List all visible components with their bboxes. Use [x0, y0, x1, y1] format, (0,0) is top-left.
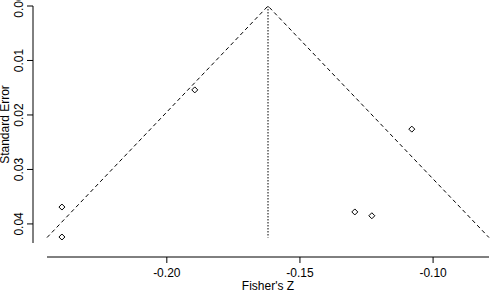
point — [409, 126, 415, 132]
x-tick-label: -0.10 — [419, 266, 447, 280]
x-tick — [433, 257, 434, 263]
y-tick-label: 0.00 — [12, 0, 26, 18]
point — [59, 234, 65, 240]
x-tick-label: -0.20 — [153, 266, 181, 280]
y-tick-label: 0.02 — [12, 103, 26, 127]
point — [192, 87, 198, 93]
x-axis-line — [47, 257, 489, 258]
point — [59, 204, 65, 210]
y-tick-label: 0.03 — [12, 157, 26, 181]
y-axis-title: Standard Error — [0, 85, 12, 164]
x-tick — [166, 257, 167, 263]
y-tick — [27, 223, 33, 224]
x-tick-label: -0.15 — [286, 266, 314, 280]
y-tick — [27, 6, 33, 7]
point — [352, 209, 358, 215]
point — [369, 213, 375, 219]
chart: -0.20 -0.15 -0.10 0.00 0.01 0.02 0.03 0.04 Fishe… — [0, 0, 500, 293]
y-tick-label: 0.01 — [12, 48, 26, 72]
y-tick-label: 0.04 — [12, 212, 26, 236]
x-axis-title: Fisher's Z — [242, 279, 294, 293]
y-tick — [27, 169, 33, 170]
plot-area — [47, 6, 489, 240]
y-tick — [27, 114, 33, 115]
y-axis-line — [33, 6, 34, 243]
line — [47, 6, 489, 238]
x-tick — [299, 257, 300, 263]
line — [268, 6, 269, 238]
y-tick — [27, 60, 33, 61]
